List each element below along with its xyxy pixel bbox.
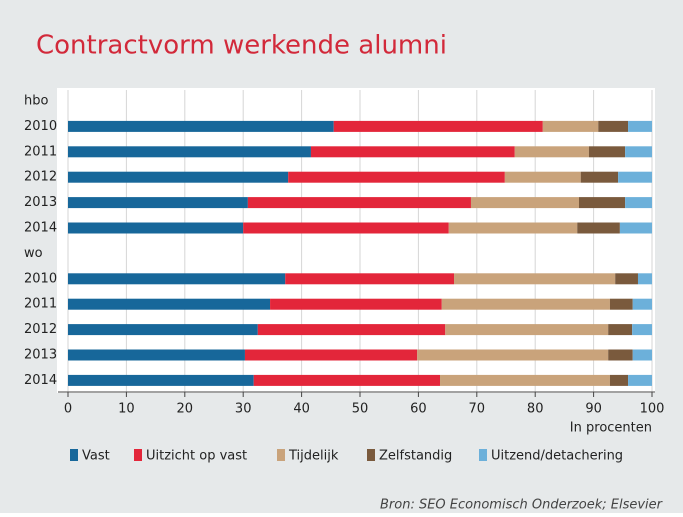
bar-segment (253, 374, 441, 386)
bar-segment (470, 197, 579, 209)
bar-segment (247, 197, 471, 209)
bar-segment (579, 197, 626, 209)
bar-segment (441, 298, 610, 310)
bar-segment (577, 222, 620, 234)
x-tick-label: 20 (177, 402, 194, 417)
bar-segment (619, 222, 652, 234)
bar-segment (615, 273, 638, 285)
y-tick-label: 2014 (24, 221, 57, 236)
bar-segment (637, 273, 652, 285)
bar-segment (244, 349, 418, 361)
bar-segment (68, 374, 254, 386)
bar-segment (625, 197, 652, 209)
bar-segment (257, 324, 446, 336)
bar-segment (68, 171, 289, 183)
bar-segment (628, 120, 652, 132)
bar-segment (68, 324, 258, 336)
bar-segment (580, 171, 619, 183)
x-tick-label: 40 (293, 402, 310, 417)
y-tick-label: 2012 (24, 322, 57, 337)
legend-label: Zelfstandig (379, 449, 452, 464)
bar-segment (608, 349, 633, 361)
bar-segment (609, 374, 629, 386)
legend-label: Uitzicht op vast (146, 449, 247, 464)
bar-segment (333, 120, 543, 132)
bar-segment (514, 146, 589, 158)
legend-swatch (277, 449, 285, 461)
bar-segment (625, 146, 652, 158)
bar-segment (270, 298, 442, 310)
chart-title: Contractvorm werkende alumni (36, 31, 447, 61)
y-tick-label: wo (24, 246, 43, 261)
bar-segment (454, 273, 616, 285)
bar-segment (504, 171, 581, 183)
legend-label: Uitzend/detachering (491, 449, 623, 464)
bar-segment (628, 374, 652, 386)
bar-segment (68, 197, 248, 209)
x-tick-label: 80 (527, 402, 544, 417)
legend-swatch (134, 449, 142, 461)
bar-segment (632, 324, 652, 336)
plot-area (57, 88, 655, 393)
x-tick-label: 10 (118, 402, 135, 417)
x-tick-label: 100 (640, 402, 665, 417)
bar-segment (542, 120, 599, 132)
y-tick-label: 2013 (24, 348, 57, 363)
x-tick-label: 90 (585, 402, 602, 417)
y-tick-label: 2013 (24, 195, 57, 210)
legend-label: Vast (82, 449, 110, 464)
bar-segment (448, 222, 578, 234)
x-tick-label: 0 (64, 402, 72, 417)
y-tick-label: 2011 (24, 144, 57, 159)
bar-segment (243, 222, 449, 234)
y-tick-label: 2011 (24, 297, 57, 312)
source: Bron: SEO Economisch Onderzoek; Elsevier (380, 498, 664, 513)
bar-segment (417, 349, 609, 361)
bar-segment (68, 146, 311, 158)
legend-swatch (70, 449, 78, 461)
x-tick-label: 50 (352, 402, 369, 417)
bar-segment (68, 273, 286, 285)
bar-segment (608, 324, 633, 336)
y-tick-label: 2010 (24, 271, 57, 286)
bar-segment (632, 298, 652, 310)
bar-segment (68, 120, 334, 132)
y-tick-label: 2010 (24, 119, 57, 134)
bar-segment (68, 222, 244, 234)
x-tick-label: 70 (469, 402, 486, 417)
bar-segment (285, 273, 455, 285)
x-tick-label: 60 (410, 402, 427, 417)
bar-segment (598, 120, 629, 132)
bar-segment (310, 146, 515, 158)
legend-swatch (479, 449, 487, 461)
bar-segment (68, 298, 271, 310)
bar-segment (588, 146, 626, 158)
y-tick-label: 2012 (24, 170, 57, 185)
x-axis-label: In procenten (570, 421, 652, 436)
legend-swatch (367, 449, 375, 461)
y-tick-label: 2014 (24, 373, 57, 388)
bar-segment (609, 298, 633, 310)
bar-segment (68, 349, 245, 361)
bar-segment (632, 349, 652, 361)
bar-segment (445, 324, 609, 336)
y-tick-label: hbo (24, 94, 48, 109)
x-tick-label: 30 (235, 402, 252, 417)
legend-label: Tijdelijk (288, 449, 339, 464)
bar-segment (288, 171, 505, 183)
bar-segment (618, 171, 652, 183)
bar-segment (440, 374, 610, 386)
